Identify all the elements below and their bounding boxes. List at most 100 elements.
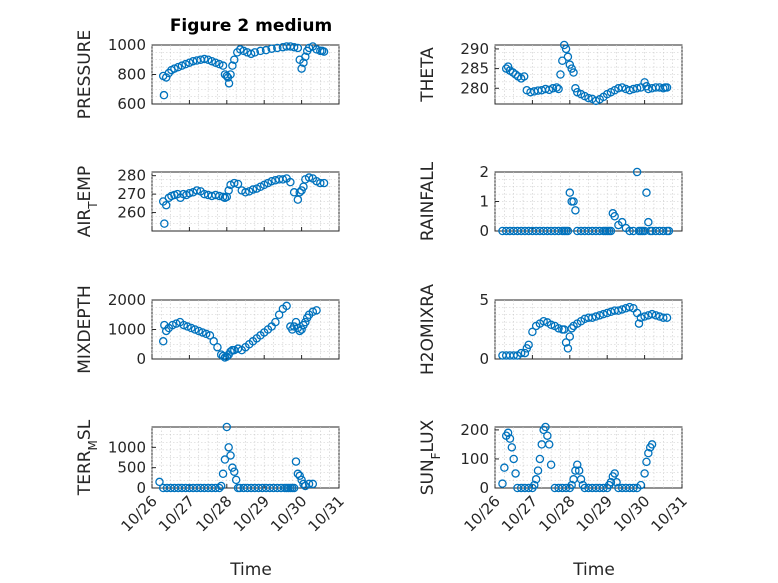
y-tick-label: 0 <box>479 222 489 240</box>
data-point <box>561 44 571 54</box>
data-point <box>606 226 616 236</box>
data-point <box>179 320 189 330</box>
data-point <box>640 78 649 87</box>
y-tick-label: 285 <box>460 60 489 78</box>
data-point <box>563 344 573 353</box>
y-tick-label: 0 <box>479 350 489 368</box>
data-point <box>636 313 646 322</box>
data-point <box>278 175 288 184</box>
data-point <box>200 189 209 199</box>
data-point <box>170 64 179 73</box>
data-point <box>533 466 543 475</box>
y-axis-label: PRESSURE <box>75 30 95 119</box>
data-point <box>200 54 209 64</box>
data-point <box>530 480 539 490</box>
data-point <box>319 47 329 56</box>
data-point <box>316 178 325 188</box>
data-point <box>319 178 329 188</box>
y-axis-label: SUNFLUX <box>418 419 443 495</box>
subplot-pressure: 600 800 1000 PRESSURE <box>75 30 340 119</box>
data-point <box>293 43 303 53</box>
data-point <box>617 305 627 314</box>
data-point <box>273 43 282 53</box>
data-point <box>207 56 217 66</box>
data-point <box>617 217 627 227</box>
data-point <box>216 481 226 491</box>
data-point <box>516 348 526 358</box>
data-point <box>574 466 584 475</box>
data-point <box>224 79 234 88</box>
data-point <box>587 313 597 322</box>
data-point <box>558 56 567 65</box>
data-point <box>289 483 299 493</box>
data-point <box>602 308 612 318</box>
y-tick-label: 5 <box>479 291 489 309</box>
data-point <box>548 84 558 93</box>
x-tick-label: 10/30 <box>610 492 653 535</box>
data-point <box>295 471 304 481</box>
data-point <box>571 206 580 215</box>
data-point <box>185 188 194 198</box>
figure-title: Figure 2 medium <box>170 16 332 36</box>
plot-area <box>494 426 683 489</box>
data-point <box>642 188 651 197</box>
data-point <box>541 422 550 432</box>
data-point <box>299 479 308 489</box>
data-point <box>554 324 563 333</box>
data-point <box>267 44 276 53</box>
data-point <box>155 477 164 487</box>
data-point <box>250 48 260 57</box>
data-point <box>647 440 657 449</box>
data-point <box>224 443 233 452</box>
data-point <box>625 302 634 312</box>
data-point <box>297 64 306 73</box>
data-point <box>591 312 601 321</box>
data-point <box>226 451 235 460</box>
data-point <box>211 58 220 67</box>
data-point <box>282 301 291 311</box>
y-tick-label: 1000 <box>108 438 146 456</box>
data-point <box>625 85 634 95</box>
data-point <box>299 58 308 67</box>
data-point <box>159 90 169 100</box>
y-tick-label: 290 <box>460 40 489 58</box>
x-tick-label: 10/28 <box>192 492 235 535</box>
y-tick-label: 1 <box>479 193 489 211</box>
data-point <box>625 226 634 236</box>
x-axis-label-left: Time <box>229 560 272 580</box>
data-point <box>218 351 228 361</box>
data-point <box>185 58 194 67</box>
data-point <box>546 320 556 330</box>
data-point <box>503 62 513 71</box>
data-point <box>640 312 649 321</box>
data-point <box>289 188 299 197</box>
x-tick-label: 10/29 <box>573 492 616 535</box>
x-tick-label: 10/26 <box>461 492 504 535</box>
y-tick-label: 280 <box>117 167 146 185</box>
data-point <box>519 72 529 81</box>
data-point <box>573 460 582 470</box>
data-point <box>569 197 578 206</box>
data-point <box>640 469 649 478</box>
x-tick-label: 10/30 <box>267 492 310 535</box>
data-point <box>289 322 299 331</box>
data-point <box>158 337 168 346</box>
data-point <box>248 185 258 194</box>
data-point <box>500 463 509 472</box>
y-tick-label: 2 <box>479 163 489 181</box>
data-point <box>610 469 619 478</box>
data-point <box>187 323 196 333</box>
data-point <box>230 467 239 476</box>
data-point <box>591 96 601 106</box>
data-point <box>554 84 563 94</box>
y-tick-label: 200 <box>460 421 489 439</box>
x-tick-label: 10/29 <box>230 492 273 535</box>
y-tick-label: 0 <box>136 350 146 368</box>
data-point <box>576 475 586 484</box>
data-point <box>505 434 515 443</box>
data-point <box>228 61 237 70</box>
data-point <box>599 309 608 319</box>
data-point <box>226 70 235 79</box>
